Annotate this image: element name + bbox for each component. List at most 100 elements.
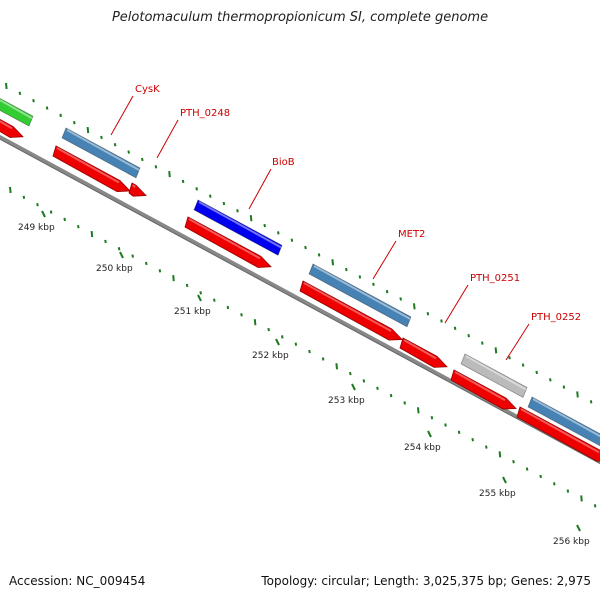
inner-tick-mark xyxy=(213,298,216,302)
inner-tick-mark xyxy=(199,291,202,295)
inner-tick-mark xyxy=(471,437,474,442)
inner-tick-mark xyxy=(566,489,570,493)
outer-tick-mark xyxy=(290,238,294,242)
gene-leader-line xyxy=(248,168,272,210)
gene-leader-line xyxy=(372,240,397,280)
gene-leader-line xyxy=(110,95,134,136)
outer-tick-mark xyxy=(277,231,280,235)
outer-tick-mark xyxy=(481,341,484,345)
outer-tick-mark xyxy=(32,98,35,103)
outer-tick-mark xyxy=(222,201,226,206)
inner-tick-mark xyxy=(185,283,189,288)
outer-tick-mark xyxy=(181,179,185,184)
cds-arrow-biob-highlight xyxy=(188,218,261,260)
cds-arrow-pth0252a xyxy=(450,369,517,410)
outer-tick-mark xyxy=(467,333,470,338)
outer-tick-mark xyxy=(263,223,266,228)
outer-tick-mark xyxy=(168,171,171,178)
feature-bar-met2 xyxy=(308,263,412,328)
outer-tick-mark xyxy=(331,259,334,266)
cds-arrow-pth0248-highlight xyxy=(132,184,136,188)
genome-summary-text: Topology: circular; Length: 3,025,375 bp… xyxy=(261,574,591,588)
cds-arrow-cysk-highlight xyxy=(56,147,120,184)
kbp-major-tick xyxy=(351,383,356,391)
outer-tick-mark xyxy=(154,165,158,169)
kbp-tick-label: 254 kbp xyxy=(404,443,441,453)
outer-tick-mark xyxy=(440,319,443,323)
cds-arrow-met2-highlight xyxy=(303,282,392,332)
outer-tick-mark xyxy=(18,91,22,96)
outer-tick-mark xyxy=(45,106,49,110)
outer-tick-mark xyxy=(345,267,348,272)
feature-bar-biob xyxy=(193,199,283,256)
outer-tick-mark xyxy=(304,245,307,250)
inner-tick-mark xyxy=(63,217,66,222)
outer-tick-mark xyxy=(195,187,198,191)
gene-label: PTH_0251 xyxy=(470,273,520,284)
outer-tick-mark xyxy=(385,289,389,294)
outer-tick-mark xyxy=(59,113,62,118)
kbp-tick-label: 250 kbp xyxy=(96,264,133,274)
feature-bar-pth0251 xyxy=(460,353,528,398)
inner-tick-mark xyxy=(485,445,488,449)
feature-bar-pth0251-highlight xyxy=(465,355,527,391)
inner-tick-mark xyxy=(457,430,461,435)
inner-tick-mark xyxy=(417,407,420,414)
outer-tick-mark xyxy=(426,311,430,316)
inner-tick-mark xyxy=(308,349,311,354)
outer-tick-mark xyxy=(100,135,103,140)
inner-tick-mark xyxy=(145,261,148,266)
cds-arrow-biob xyxy=(184,216,272,268)
feature-bar-cysk-highlight xyxy=(66,129,140,171)
inner-tick-mark xyxy=(593,504,597,508)
inner-tick-mark xyxy=(226,305,230,310)
inner-tick-mark xyxy=(90,230,94,238)
cds-arrow-pth0251 xyxy=(399,337,448,368)
cds-arrow-pth0252a-highlight xyxy=(454,371,506,401)
inner-tick-mark xyxy=(9,186,12,194)
feature-bar-green-highlight xyxy=(0,98,33,120)
feature-bar-pth0252-highlight xyxy=(532,398,600,438)
outer-tick-mark xyxy=(317,253,321,257)
gene-label: PTH_0252 xyxy=(531,312,581,323)
cds-arrow-cysk xyxy=(52,145,131,192)
kbp-tick-label: 255 kbp xyxy=(479,489,516,499)
inner-tick-mark xyxy=(158,269,162,273)
kbp-major-tick xyxy=(197,294,202,302)
outer-tick-mark xyxy=(535,370,538,375)
outer-tick-mark xyxy=(5,82,8,90)
inner-tick-mark xyxy=(131,254,134,258)
outer-tick-mark xyxy=(141,157,144,162)
inner-tick-mark xyxy=(444,423,447,427)
outer-tick-mark xyxy=(562,385,566,389)
outer-tick-mark xyxy=(73,121,76,125)
cds-arrow-1 xyxy=(0,118,24,138)
inner-tick-mark xyxy=(281,335,284,339)
inner-tick-mark xyxy=(22,195,26,200)
cds-arrow-pth0252b-highlight xyxy=(520,408,600,454)
inner-tick-mark xyxy=(104,239,107,244)
kbp-tick-label: 253 kbp xyxy=(328,396,365,406)
kbp-major-tick xyxy=(41,210,46,218)
inner-tick-mark xyxy=(294,342,298,346)
gene-leader-line xyxy=(444,284,469,324)
gene-label: PTH_0248 xyxy=(180,108,230,119)
inner-tick-mark xyxy=(172,275,175,282)
inner-tick-mark xyxy=(539,474,542,479)
gene-label: BioB xyxy=(272,157,295,168)
feature-bar-met2-highlight xyxy=(313,265,411,320)
inner-tick-mark xyxy=(389,393,393,398)
inner-tick-mark xyxy=(525,467,529,471)
outer-tick-mark xyxy=(236,209,239,213)
gene-leader-line xyxy=(156,119,179,159)
inner-tick-mark xyxy=(267,327,270,332)
outer-tick-mark xyxy=(508,356,511,360)
outer-tick-mark xyxy=(86,126,90,134)
inner-tick-mark xyxy=(349,371,352,376)
outer-tick-mark xyxy=(249,215,253,222)
inner-tick-mark xyxy=(240,313,243,317)
kbp-major-tick xyxy=(502,476,507,484)
inner-tick-mark xyxy=(253,319,257,326)
cds-arrow-met2 xyxy=(299,280,403,341)
